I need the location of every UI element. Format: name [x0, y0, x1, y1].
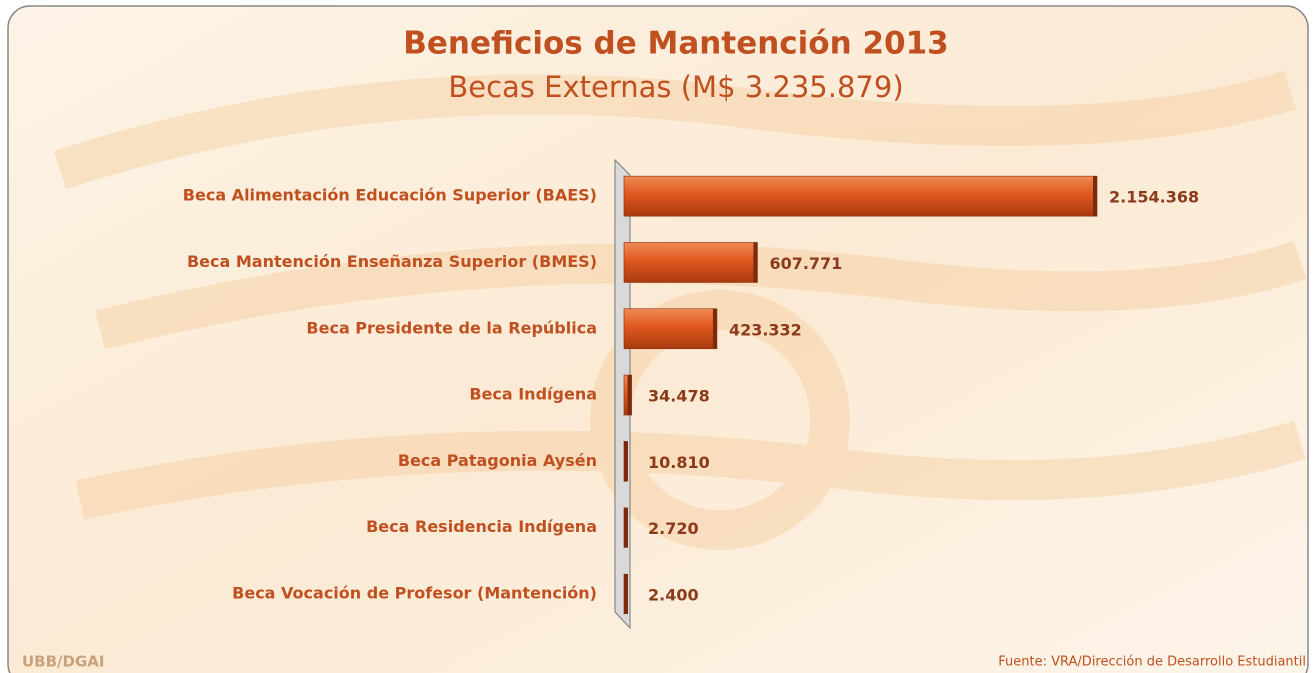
bar-end — [624, 508, 628, 548]
category-label: Beca Patagonia Aysén — [398, 451, 597, 470]
category-label: Beca Vocación de Profesor (Mantención) — [232, 583, 597, 602]
bar — [624, 309, 717, 349]
bar-end — [624, 574, 628, 614]
value-label: 2.400 — [648, 585, 699, 604]
value-label: 423.332 — [729, 320, 802, 339]
value-label: 2.720 — [648, 519, 699, 538]
value-label: 10.810 — [648, 453, 710, 472]
bar-end — [624, 441, 628, 481]
category-label: Beca Indígena — [469, 385, 597, 404]
category-label: Beca Alimentación Educación Superior (BA… — [183, 186, 597, 205]
slide: Beneficios de Mantención 2013 Becas Exte… — [0, 0, 1313, 673]
bar — [624, 176, 1097, 216]
logo: UBB/DGAI — [22, 653, 104, 671]
bar-end — [753, 242, 757, 282]
value-label: 2.154.368 — [1109, 188, 1199, 207]
chart-title: Beneficios de Mantención 2013 — [403, 26, 948, 62]
category-label: Beca Presidente de la República — [306, 318, 597, 337]
category-label: Beca Residencia Indígena — [366, 517, 597, 536]
chart: Beneficios de Mantención 2013 Becas Exte… — [0, 0, 1313, 673]
chart-subtitle: Becas Externas (M$ 3.235.879) — [448, 70, 903, 104]
bar-end — [628, 375, 632, 415]
value-label: 607.771 — [769, 254, 842, 273]
bar-end — [713, 309, 717, 349]
bar — [624, 242, 757, 282]
source: Fuente: VRA/Dirección de Desarrollo Estu… — [998, 655, 1306, 670]
category-label: Beca Mantención Enseñanza Superior (BMES… — [187, 252, 597, 271]
value-label: 34.478 — [648, 387, 710, 406]
bar-end — [1093, 176, 1097, 216]
